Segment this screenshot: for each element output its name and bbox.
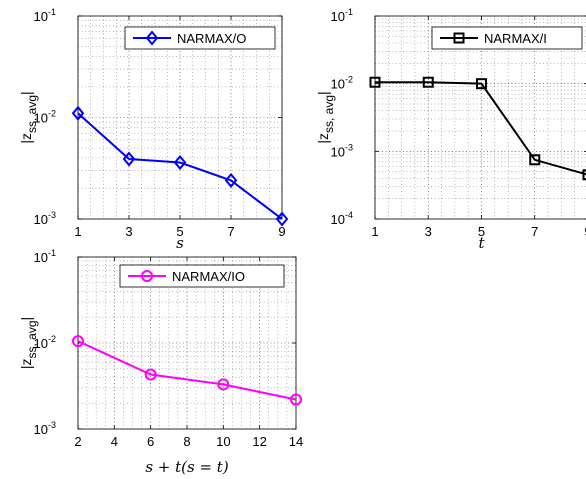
y-tick-label: 10-1: [331, 7, 353, 24]
x-tick-label: 14: [289, 434, 303, 449]
marker-diamond: [275, 211, 289, 227]
y-axis-label: |zss, avg|: [315, 91, 336, 143]
marker-circle: [144, 368, 157, 381]
series-group: [78, 112, 282, 219]
marker-circle: [217, 378, 230, 391]
marker-diamond: [224, 172, 238, 188]
x-tick-label: 4: [111, 434, 118, 449]
series-group: [375, 81, 586, 176]
marker-diamond: [122, 151, 136, 167]
y-axis-label: |zss, avg|: [18, 91, 39, 143]
y-tick-label: 10-4: [331, 210, 353, 227]
marker-square: [453, 32, 465, 44]
x-tick-label: 7: [531, 224, 538, 239]
x-tick-label: 9: [278, 224, 285, 239]
legend: NARMAX/I: [431, 26, 583, 50]
legend-label: NARMAX/I: [484, 31, 547, 46]
x-tick-label: 3: [425, 224, 432, 239]
marker-circle: [72, 335, 84, 348]
legend-label: NARMAX/IO: [172, 269, 245, 284]
marker-circle: [290, 393, 302, 406]
marker-square: [422, 76, 434, 88]
legend-label: NARMAX/O: [177, 31, 246, 46]
x-tick-label: 8: [183, 434, 190, 449]
marker-square: [369, 76, 381, 88]
y-axis-label: |zss, avg|: [18, 317, 39, 369]
x-tick-label: 2: [74, 434, 81, 449]
marker-square: [476, 78, 487, 90]
x-tick-label: 3: [125, 224, 132, 239]
marker-square: [529, 154, 541, 166]
subplot-3: 2 4 6 8 10 12 14 10-1 10-2 10-3 |zss, avg| s + t(s …: [18, 248, 303, 476]
x-tick-label: 12: [252, 434, 266, 449]
x-axis-label: s + t(s = t): [145, 458, 229, 476]
legend-box: [124, 26, 276, 50]
x-tick-label: 1: [74, 224, 81, 239]
marker-square: [582, 169, 586, 181]
subplot-1: 1 3 5 7 9 10-1 10-2 10-3 |zss, avg| s NARMAX/O: [18, 7, 289, 252]
y-tick-label: 10-2: [331, 75, 353, 92]
marker-diamond: [173, 154, 187, 171]
marker-diamond: [145, 30, 159, 46]
legend: NARMAX/O: [124, 26, 276, 50]
series-line: [78, 112, 282, 219]
y-tick-label: 10-1: [34, 7, 56, 24]
x-axis-label: t: [478, 234, 485, 252]
legend-box: [431, 26, 583, 50]
subplot-2: 1 3 5 7 9 10-1 10-2 10-3 10-4 |zss, avg| t NARMAX/I: [315, 7, 586, 252]
legend-box: [119, 264, 285, 288]
y-tick-label: 10-2: [34, 109, 56, 126]
plot-area: [375, 16, 586, 219]
legend: NARMAX/IO: [119, 264, 285, 288]
x-tick-label: 6: [147, 434, 154, 449]
y-tick-label: 10-3: [34, 210, 56, 227]
x-axis-label: s: [176, 234, 184, 252]
marker-circle: [141, 270, 153, 282]
y-tick-label: 10-3: [34, 420, 56, 437]
y-tick-label: 10-1: [34, 248, 56, 265]
series-group: [78, 340, 296, 401]
x-tick-label: 5: [176, 224, 183, 239]
y-tick-label: 10-3: [331, 142, 353, 159]
x-tick-label: 9: [584, 224, 586, 239]
marker-diamond: [71, 105, 85, 121]
x-tick-label: 1: [371, 224, 378, 239]
x-tick-label: 10: [216, 434, 230, 449]
x-tick-label: 7: [227, 224, 234, 239]
series-line: [78, 340, 296, 401]
y-tick-label: 10-2: [34, 334, 56, 351]
x-tick-label: 5: [478, 224, 485, 239]
series-line: [375, 81, 586, 176]
